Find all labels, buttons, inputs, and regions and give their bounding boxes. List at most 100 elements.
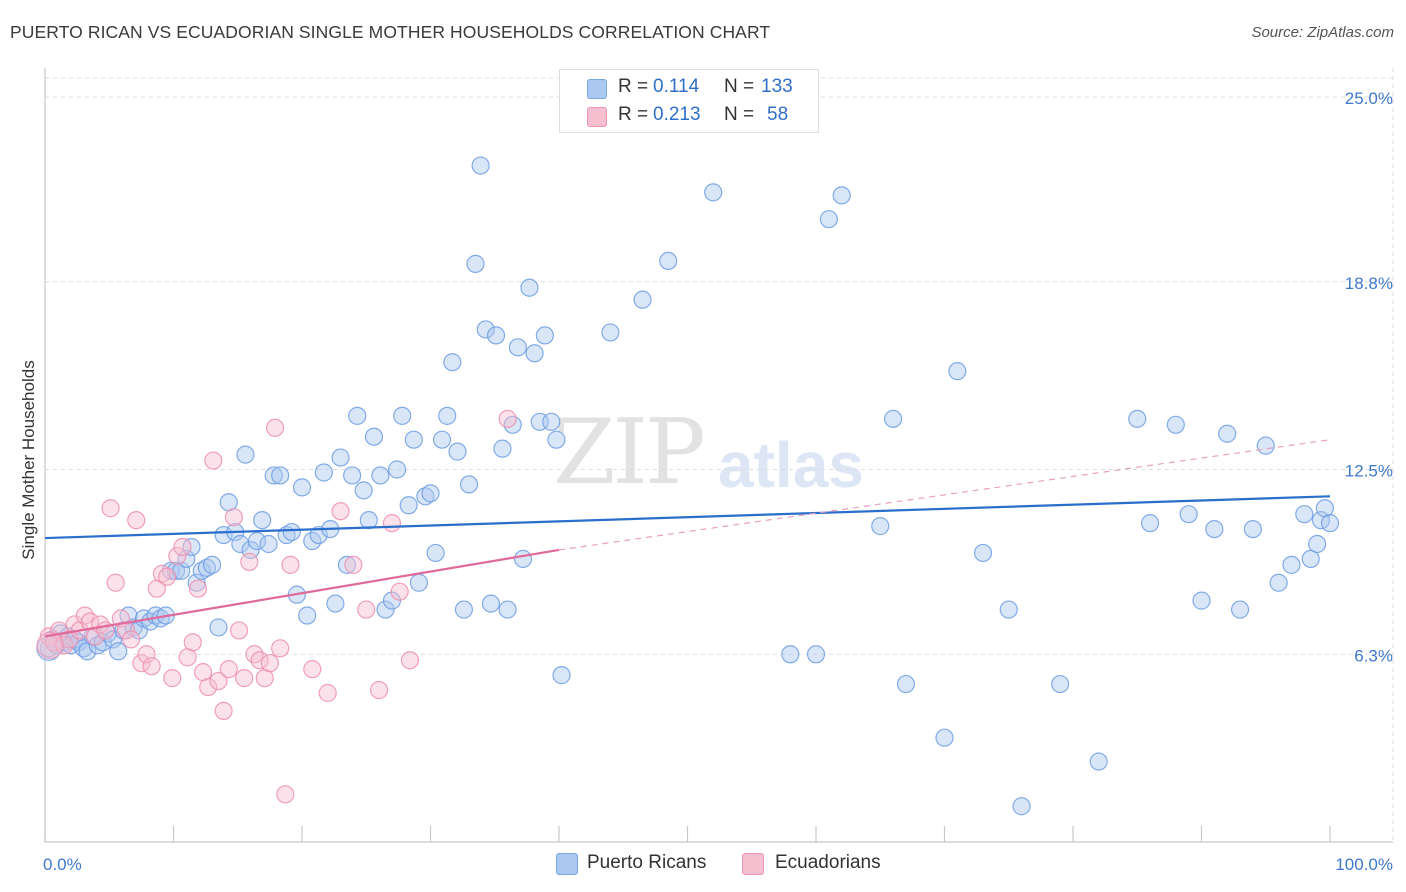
puerto-rican-point	[1205, 519, 1224, 539]
puerto-rican-point	[819, 210, 838, 229]
ecuadorian-point	[65, 615, 84, 634]
puerto-rican-point	[466, 254, 485, 273]
watermark-zip: ZIP	[553, 400, 706, 505]
ecuadorian-point	[106, 573, 125, 592]
ecuadorian-point	[137, 645, 156, 664]
puerto-rican-point	[259, 534, 278, 554]
puerto-rican-point	[292, 478, 312, 497]
puerto-rican-point	[416, 487, 435, 506]
ecuadorian-point	[204, 451, 223, 470]
puerto-rican-point	[282, 522, 301, 542]
legend-row-puerto-ricans: R = 0.114 N = 133	[560, 73, 818, 101]
puerto-rican-point	[354, 481, 373, 500]
puerto-rican-point	[438, 406, 457, 425]
puerto-rican-point	[1128, 409, 1147, 428]
ecuadorian-point	[250, 651, 269, 670]
puerto-rican-point	[659, 251, 678, 270]
source-label: Source: ZipAtlas.com	[1251, 24, 1394, 41]
ecuadorian-point	[370, 680, 389, 700]
ecuadorian-point	[240, 552, 259, 571]
ecuadorian-point	[163, 668, 182, 688]
puerto-rican-point	[1308, 534, 1327, 554]
puerto-rican-point	[948, 362, 967, 381]
puerto-rican-point	[883, 409, 903, 428]
puerto-rican-point	[1218, 424, 1237, 443]
puerto-rican-point	[426, 543, 445, 563]
legend-n-value: 133	[761, 76, 793, 97]
y-tick-label: 18.8%	[1345, 274, 1393, 293]
ecuadorian-point	[224, 508, 243, 527]
puerto-rican-point	[359, 511, 378, 530]
puerto-rican-point	[264, 466, 283, 485]
ecuadorian-point	[235, 668, 254, 688]
legend-r-label: R =	[618, 104, 649, 125]
ecuadorian-point	[400, 651, 420, 670]
axis-labels: 6.3% 12.5% 18.8% 25.0% 0.0% 100.0% Single Moth…	[19, 89, 1393, 874]
puerto-rican-point	[525, 344, 544, 363]
ecuadorian-point	[265, 418, 285, 437]
puerto-rican-point	[832, 186, 851, 205]
legend-n-value: 58	[767, 104, 789, 125]
puerto-rican-point	[326, 594, 345, 613]
ecuadorian-point	[121, 630, 141, 649]
puerto-rican-point	[999, 600, 1018, 619]
puerto-rican-point	[1012, 797, 1031, 816]
ecuadorian-point	[36, 631, 64, 659]
ecuadorian-point	[382, 514, 402, 533]
bottom-legend-swatch	[742, 853, 764, 875]
ecuadorians-trend-extension	[558, 439, 1331, 551]
puerto-rican-point	[493, 439, 512, 458]
puerto-rican-point	[1179, 505, 1198, 524]
puerto-rican-point	[552, 666, 571, 685]
ecuadorian-point	[271, 639, 290, 658]
ecuadorian-point	[127, 511, 146, 530]
puerto-rican-point	[214, 525, 233, 545]
puerto-rican-point	[471, 156, 490, 175]
puerto-rican-point	[166, 561, 186, 580]
ecuadorian-point	[183, 633, 202, 652]
legend-swatch-puerto-ricans	[587, 79, 607, 99]
puerto-rican-point	[476, 320, 495, 339]
y-tick-label: 6.3%	[1354, 646, 1393, 665]
ecuadorian-point	[281, 555, 300, 574]
puerto-rican-point	[209, 618, 228, 637]
y-tick-label: 25.0%	[1345, 89, 1393, 108]
puerto-rican-point	[503, 415, 522, 434]
correlation-legend: R = 0.114 N = 133 R = 0.213 N = 58	[559, 69, 819, 133]
ecuadorian-point	[318, 683, 337, 703]
puerto-rican-point	[421, 484, 440, 503]
puerto-rican-point	[393, 406, 412, 425]
watermark-atlas: atlas	[718, 429, 864, 501]
ecuadorian-point	[132, 654, 151, 673]
puerto-rican-point	[404, 430, 423, 449]
ecuadorian-point	[199, 677, 218, 697]
puerto-rican-point	[409, 573, 429, 592]
puerto-rican-point	[454, 600, 474, 619]
ecuadorian-point	[101, 499, 120, 518]
ecuadorian-point	[229, 621, 249, 640]
puerto-rican-point	[387, 460, 407, 479]
ecuadorian-point	[188, 579, 208, 598]
y-tick-label: 12.5%	[1345, 462, 1393, 481]
puerto-rican-point	[1192, 591, 1211, 610]
puerto-rican-point	[508, 338, 527, 357]
puerto-rican-point	[202, 555, 222, 574]
puerto-rican-point	[109, 642, 128, 661]
puerto-ricans-points	[36, 156, 1340, 816]
bottom-legend-label: Ecuadorians	[775, 852, 881, 873]
puerto-rican-point	[1140, 514, 1160, 533]
ecuadorian-point	[498, 409, 517, 428]
puerto-rican-point	[376, 600, 395, 619]
legend-n-label: N =	[724, 104, 755, 125]
bottom-legend-puerto-ricans: Puerto Ricans	[556, 851, 736, 877]
puerto-rican-point	[1243, 519, 1263, 539]
puerto-rican-point	[973, 543, 993, 563]
puerto-rican-point	[935, 728, 954, 747]
puerto-rican-point	[601, 323, 620, 342]
chart-title: PUERTO RICAN VS ECUADORIAN SINGLE MOTHER…	[10, 22, 771, 42]
legend-swatch-ecuadorians	[587, 107, 607, 127]
puerto-rican-point	[337, 555, 357, 574]
puerto-rican-point	[1256, 436, 1275, 455]
puerto-rican-point	[513, 549, 533, 569]
ecuadorian-point	[157, 567, 177, 586]
